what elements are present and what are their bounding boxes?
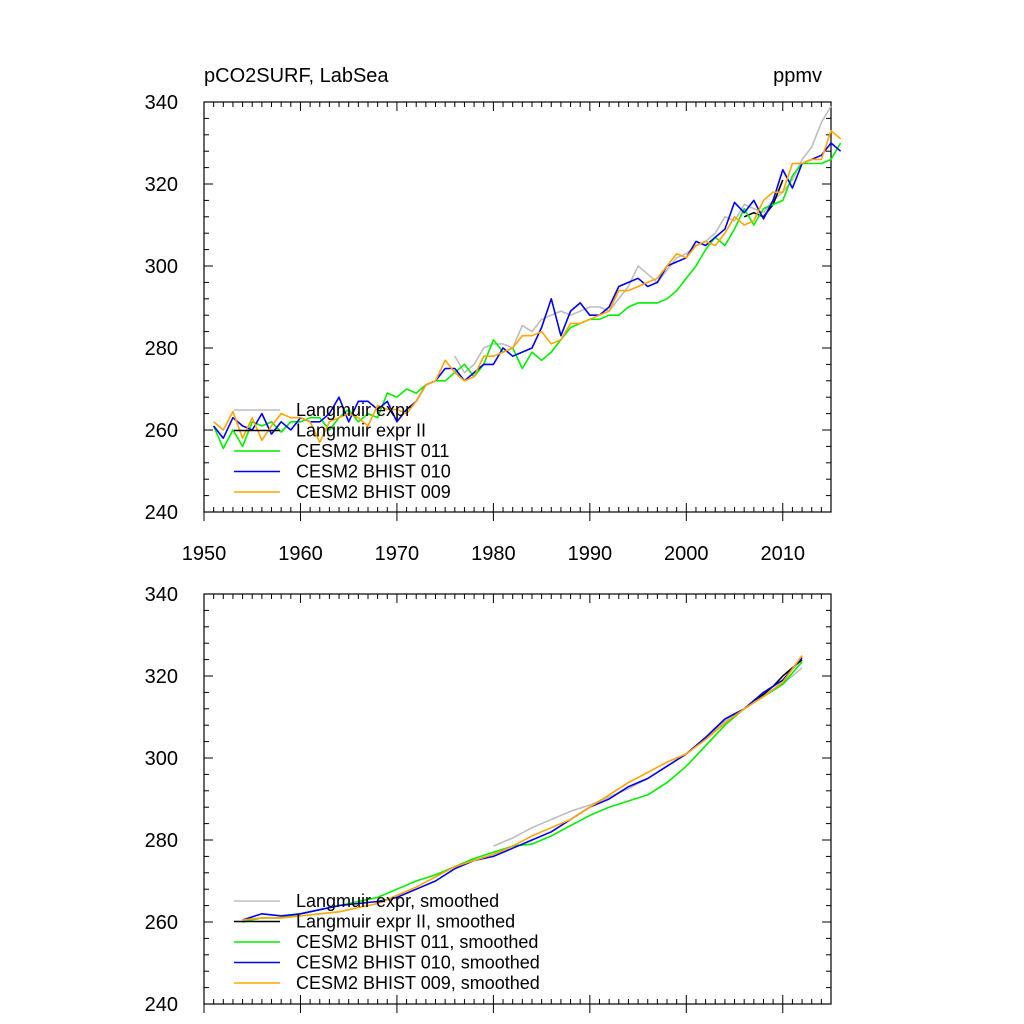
legend-label-2: Langmuir expr II [296, 421, 426, 441]
legend-label-5: CESM2 BHIST 009 [296, 482, 451, 502]
y-tick-label: 240 [145, 502, 178, 524]
x-tick-label: 1980 [471, 543, 516, 565]
y-tick-label: 320 [145, 666, 178, 688]
panel-bottom-chart: 240 260 280 300 320 340 Langmuir expr, smooth… [145, 584, 832, 1016]
bottom-series-layer [242, 655, 803, 923]
y-tick-label: 260 [145, 420, 178, 442]
chart-title: pCO2SURF, LabSea [204, 65, 389, 87]
series-line-2 [743, 179, 784, 218]
legend-label-2: Langmuir expr II, smoothed [296, 912, 515, 932]
legend-label-4: CESM2 BHIST 010 [296, 462, 451, 482]
x-tick-label: 1990 [568, 543, 613, 565]
series-line-3 [242, 661, 803, 923]
x-tick-label: 1970 [375, 543, 420, 565]
x-tick-label: 2000 [664, 543, 709, 565]
y-tick-label: 300 [145, 748, 178, 770]
y-tick-label: 340 [145, 92, 178, 114]
x-tick-label: 1960 [278, 543, 323, 565]
units-label: ppmv [773, 65, 822, 87]
legend-label-3: CESM2 BHIST 011, smoothed [296, 932, 538, 952]
series-line-4 [212, 142, 842, 440]
legend-label-4: CESM2 BHIST 010, smoothed [296, 953, 540, 973]
y-tick-label: 320 [145, 174, 178, 196]
x-tick-label: 1950 [182, 543, 227, 565]
legend-label-1: Langmuir expr [296, 400, 411, 420]
plot-frame [203, 101, 832, 513]
y-tick-label: 300 [145, 256, 178, 278]
y-tick-label: 280 [145, 338, 178, 360]
panel-top-chart: pCO2SURF, LabSea ppmv 1950 1960 1970 1980 19… [145, 65, 842, 565]
series-line-4 [242, 656, 803, 921]
legend-label-1: Langmuir expr, smoothed [296, 891, 499, 911]
series-line-1 [454, 105, 832, 374]
y-tick-label: 260 [145, 912, 178, 934]
series-line-5 [213, 129, 842, 444]
series-line-1 [493, 667, 803, 847]
plot-frame [203, 593, 832, 1005]
y-tick-label: 280 [145, 830, 178, 852]
x-tick-label: 2010 [761, 543, 806, 565]
series-line-5 [242, 655, 803, 921]
top-axes: 1950 1960 1970 1980 1990 2000 2010 240 260 280 300… [145, 92, 832, 565]
y-tick-label: 340 [145, 584, 178, 606]
series-line-3 [212, 142, 842, 450]
top-series-layer [212, 105, 842, 450]
legend-label-5: CESM2 BHIST 009, smoothed [296, 973, 540, 993]
bottom-axes: 240 260 280 300 320 340 [145, 584, 832, 1016]
y-tick-label: 240 [145, 994, 178, 1016]
legend-label-3: CESM2 BHIST 011 [296, 441, 449, 461]
